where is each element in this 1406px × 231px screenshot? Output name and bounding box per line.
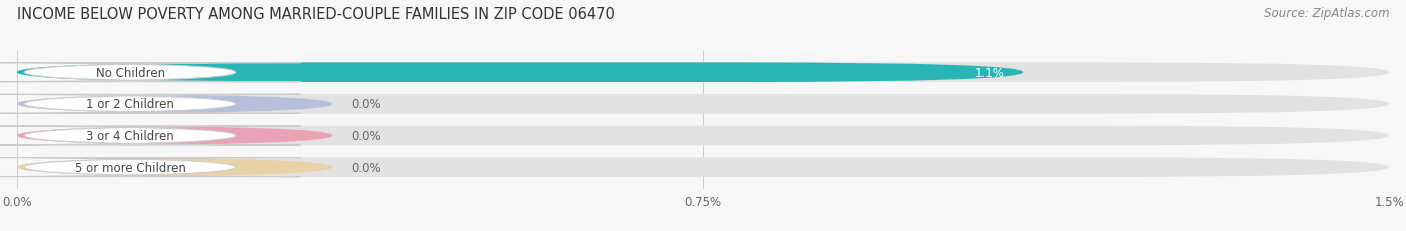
- Text: 1 or 2 Children: 1 or 2 Children: [86, 98, 174, 111]
- FancyBboxPatch shape: [17, 158, 332, 177]
- FancyBboxPatch shape: [0, 63, 301, 82]
- FancyBboxPatch shape: [17, 95, 1389, 114]
- Text: No Children: No Children: [96, 66, 165, 79]
- FancyBboxPatch shape: [0, 158, 301, 177]
- FancyBboxPatch shape: [17, 126, 1389, 146]
- FancyBboxPatch shape: [17, 126, 332, 146]
- Text: 0.0%: 0.0%: [350, 98, 381, 111]
- Text: INCOME BELOW POVERTY AMONG MARRIED-COUPLE FAMILIES IN ZIP CODE 06470: INCOME BELOW POVERTY AMONG MARRIED-COUPL…: [17, 7, 614, 22]
- FancyBboxPatch shape: [17, 158, 1389, 177]
- FancyBboxPatch shape: [17, 63, 1024, 83]
- Text: 3 or 4 Children: 3 or 4 Children: [86, 129, 174, 142]
- FancyBboxPatch shape: [17, 95, 332, 114]
- FancyBboxPatch shape: [17, 63, 1389, 83]
- Text: 0.0%: 0.0%: [350, 129, 381, 142]
- Text: 1.1%: 1.1%: [974, 66, 1005, 79]
- Text: 5 or more Children: 5 or more Children: [75, 161, 186, 174]
- Text: 0.0%: 0.0%: [350, 161, 381, 174]
- Text: Source: ZipAtlas.com: Source: ZipAtlas.com: [1264, 7, 1389, 20]
- FancyBboxPatch shape: [0, 95, 301, 114]
- FancyBboxPatch shape: [0, 126, 301, 145]
